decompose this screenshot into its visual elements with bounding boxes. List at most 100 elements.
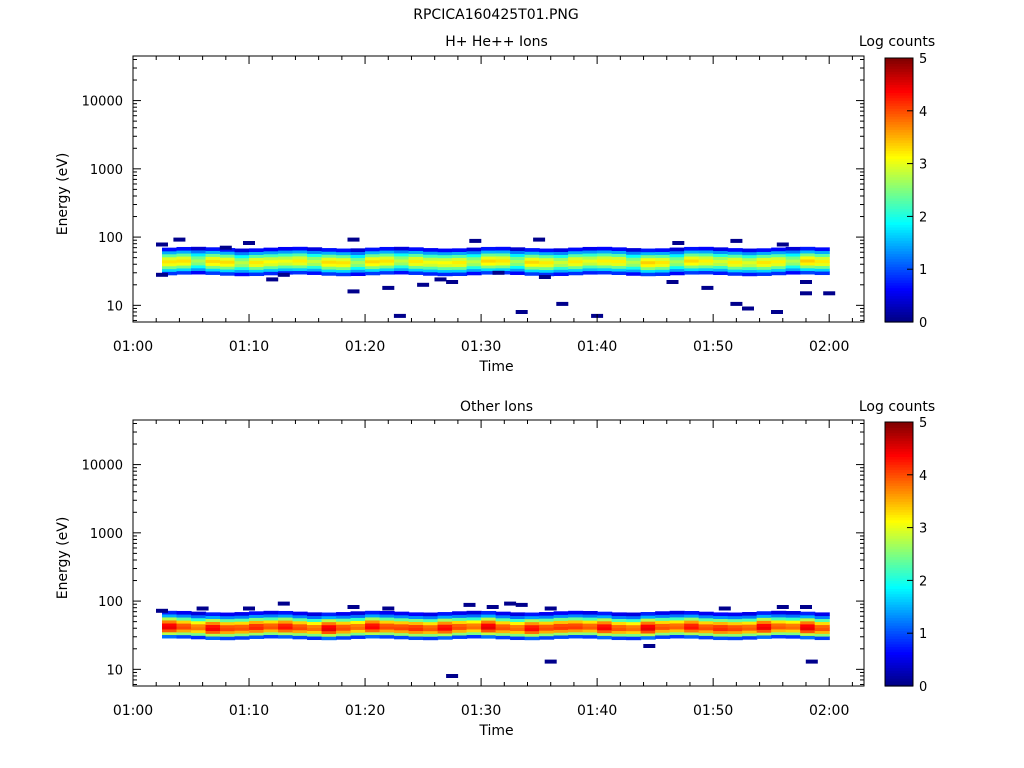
band-cell	[785, 617, 801, 621]
colorbar-segment	[885, 226, 913, 231]
band-cell	[249, 266, 265, 270]
band-cell	[539, 621, 555, 625]
band-cell	[742, 254, 758, 259]
band-cell	[524, 624, 540, 629]
band-cell	[423, 263, 439, 267]
colorbar-segment	[885, 224, 913, 228]
y-tick-label: 10000	[82, 95, 123, 110]
band-cell	[263, 268, 279, 272]
band-cell	[756, 251, 772, 255]
band-cell	[379, 267, 395, 272]
colorbar-segment	[885, 527, 913, 531]
band-cell	[800, 252, 816, 257]
colorbar-segment	[885, 643, 913, 647]
colorbar-segment	[885, 480, 913, 484]
band-cell	[495, 623, 511, 628]
band-cell	[278, 270, 294, 275]
band-cell	[205, 624, 221, 629]
data-point	[417, 282, 430, 287]
band-cell	[191, 252, 207, 257]
band-cell	[626, 254, 642, 258]
band-cell	[176, 262, 192, 266]
colorbar-segment	[885, 503, 913, 508]
colorbar-segment	[885, 540, 913, 545]
colorbar-segment	[885, 240, 913, 244]
data-point	[243, 606, 255, 611]
band-cell	[350, 626, 366, 630]
band-cell	[771, 628, 787, 633]
band-cell	[452, 614, 468, 618]
band-cell	[162, 631, 178, 636]
band-cell	[249, 635, 265, 639]
band-cell	[437, 635, 453, 640]
colorbar-segment	[885, 131, 913, 136]
colorbar-segment	[885, 73, 913, 78]
colorbar-segment	[885, 501, 913, 505]
colorbar-segment	[885, 593, 913, 597]
band-cell	[698, 623, 714, 628]
band-cell	[408, 633, 424, 637]
band-cell	[162, 634, 178, 639]
colorbar-segment	[885, 303, 913, 307]
band-cell	[669, 250, 685, 255]
band-cell	[539, 627, 555, 631]
band-cell	[756, 634, 772, 639]
band-cell	[727, 260, 743, 264]
band-cell	[365, 253, 381, 258]
band-cell	[249, 626, 265, 630]
band-cell	[713, 636, 729, 641]
band-cell	[597, 249, 613, 254]
colorbar-tick-label: 5	[919, 52, 927, 67]
band-cell	[408, 627, 424, 631]
band-cell	[234, 621, 250, 625]
band-cell	[249, 614, 265, 618]
band-cell	[814, 247, 830, 252]
band-cell	[220, 615, 236, 620]
colorbar-segment	[885, 435, 913, 439]
data-point	[515, 602, 528, 607]
band-cell	[568, 616, 584, 621]
colorbar-segment	[885, 94, 913, 99]
band-cell	[234, 633, 250, 637]
band-cell	[350, 269, 366, 273]
band-cell	[466, 631, 482, 635]
colorbar-segment	[885, 155, 913, 159]
colorbar-tick-label: 4	[919, 105, 927, 120]
band-cell	[466, 610, 482, 615]
data-point	[800, 291, 812, 296]
data-point	[156, 242, 168, 247]
colorbar-segment	[885, 76, 913, 80]
band-cell	[626, 624, 642, 629]
band-cell	[220, 621, 236, 626]
band-cell	[742, 621, 758, 625]
y-axis-label: Energy (eV)	[55, 517, 71, 600]
colorbar-segment	[885, 71, 913, 75]
band-cell	[379, 256, 395, 260]
band-cell	[350, 257, 366, 262]
band-cell	[626, 618, 642, 623]
band-cell	[162, 259, 178, 264]
band-cell	[727, 271, 743, 276]
colorbar-segment	[885, 548, 913, 552]
band-cell	[176, 256, 192, 260]
colorbar-segment	[885, 575, 913, 579]
band-cell	[611, 271, 627, 275]
band-cell	[756, 248, 772, 252]
band-cell	[785, 623, 801, 627]
band-cell	[321, 266, 337, 270]
band-cell	[611, 259, 627, 264]
band-cell	[626, 627, 642, 632]
plot-frame	[132, 419, 865, 687]
band-cell	[539, 263, 555, 268]
x-tick-label: 01:10	[229, 339, 269, 355]
band-cell	[669, 262, 685, 267]
colorbar-segment	[885, 250, 913, 254]
colorbar-segment	[885, 490, 913, 494]
band-cell	[437, 251, 453, 256]
isolated-points	[156, 601, 818, 678]
band-cell	[742, 272, 758, 277]
band-cell	[437, 263, 453, 268]
colorbar-segment	[885, 509, 913, 513]
band-cell	[423, 627, 439, 632]
colorbar-segment	[885, 530, 913, 534]
